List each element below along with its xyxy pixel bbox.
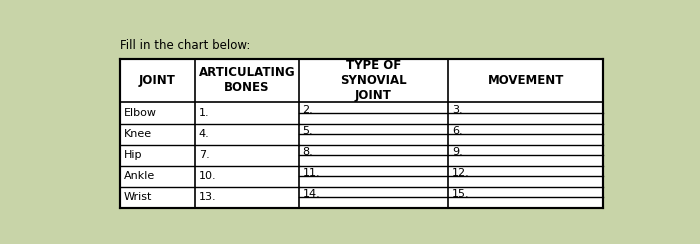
Text: 9.: 9.	[452, 147, 463, 157]
Text: 6.: 6.	[452, 126, 463, 136]
Text: 4.: 4.	[199, 129, 209, 139]
Text: Hip: Hip	[124, 150, 142, 160]
Text: JOINT: JOINT	[139, 74, 176, 87]
Text: Ankle: Ankle	[124, 171, 155, 181]
Text: 13.: 13.	[199, 192, 216, 202]
Text: 1.: 1.	[199, 108, 209, 118]
Text: Knee: Knee	[124, 129, 152, 139]
Text: 7.: 7.	[199, 150, 209, 160]
Text: 14.: 14.	[302, 189, 321, 199]
Text: 8.: 8.	[302, 147, 314, 157]
Text: 2.: 2.	[302, 105, 314, 115]
Text: 10.: 10.	[199, 171, 216, 181]
Text: Wrist: Wrist	[124, 192, 153, 202]
Text: 15.: 15.	[452, 189, 470, 199]
Text: TYPE OF
SYNOVIAL
JOINT: TYPE OF SYNOVIAL JOINT	[340, 59, 407, 102]
Text: 12.: 12.	[452, 168, 470, 178]
Text: MOVEMENT: MOVEMENT	[487, 74, 564, 87]
Text: ARTICULATING
BONES: ARTICULATING BONES	[199, 66, 295, 94]
Text: 11.: 11.	[302, 168, 320, 178]
Text: Fill in the chart below:: Fill in the chart below:	[120, 39, 251, 51]
Text: Elbow: Elbow	[124, 108, 157, 118]
Text: 3.: 3.	[452, 105, 463, 115]
Text: 5.: 5.	[302, 126, 313, 136]
